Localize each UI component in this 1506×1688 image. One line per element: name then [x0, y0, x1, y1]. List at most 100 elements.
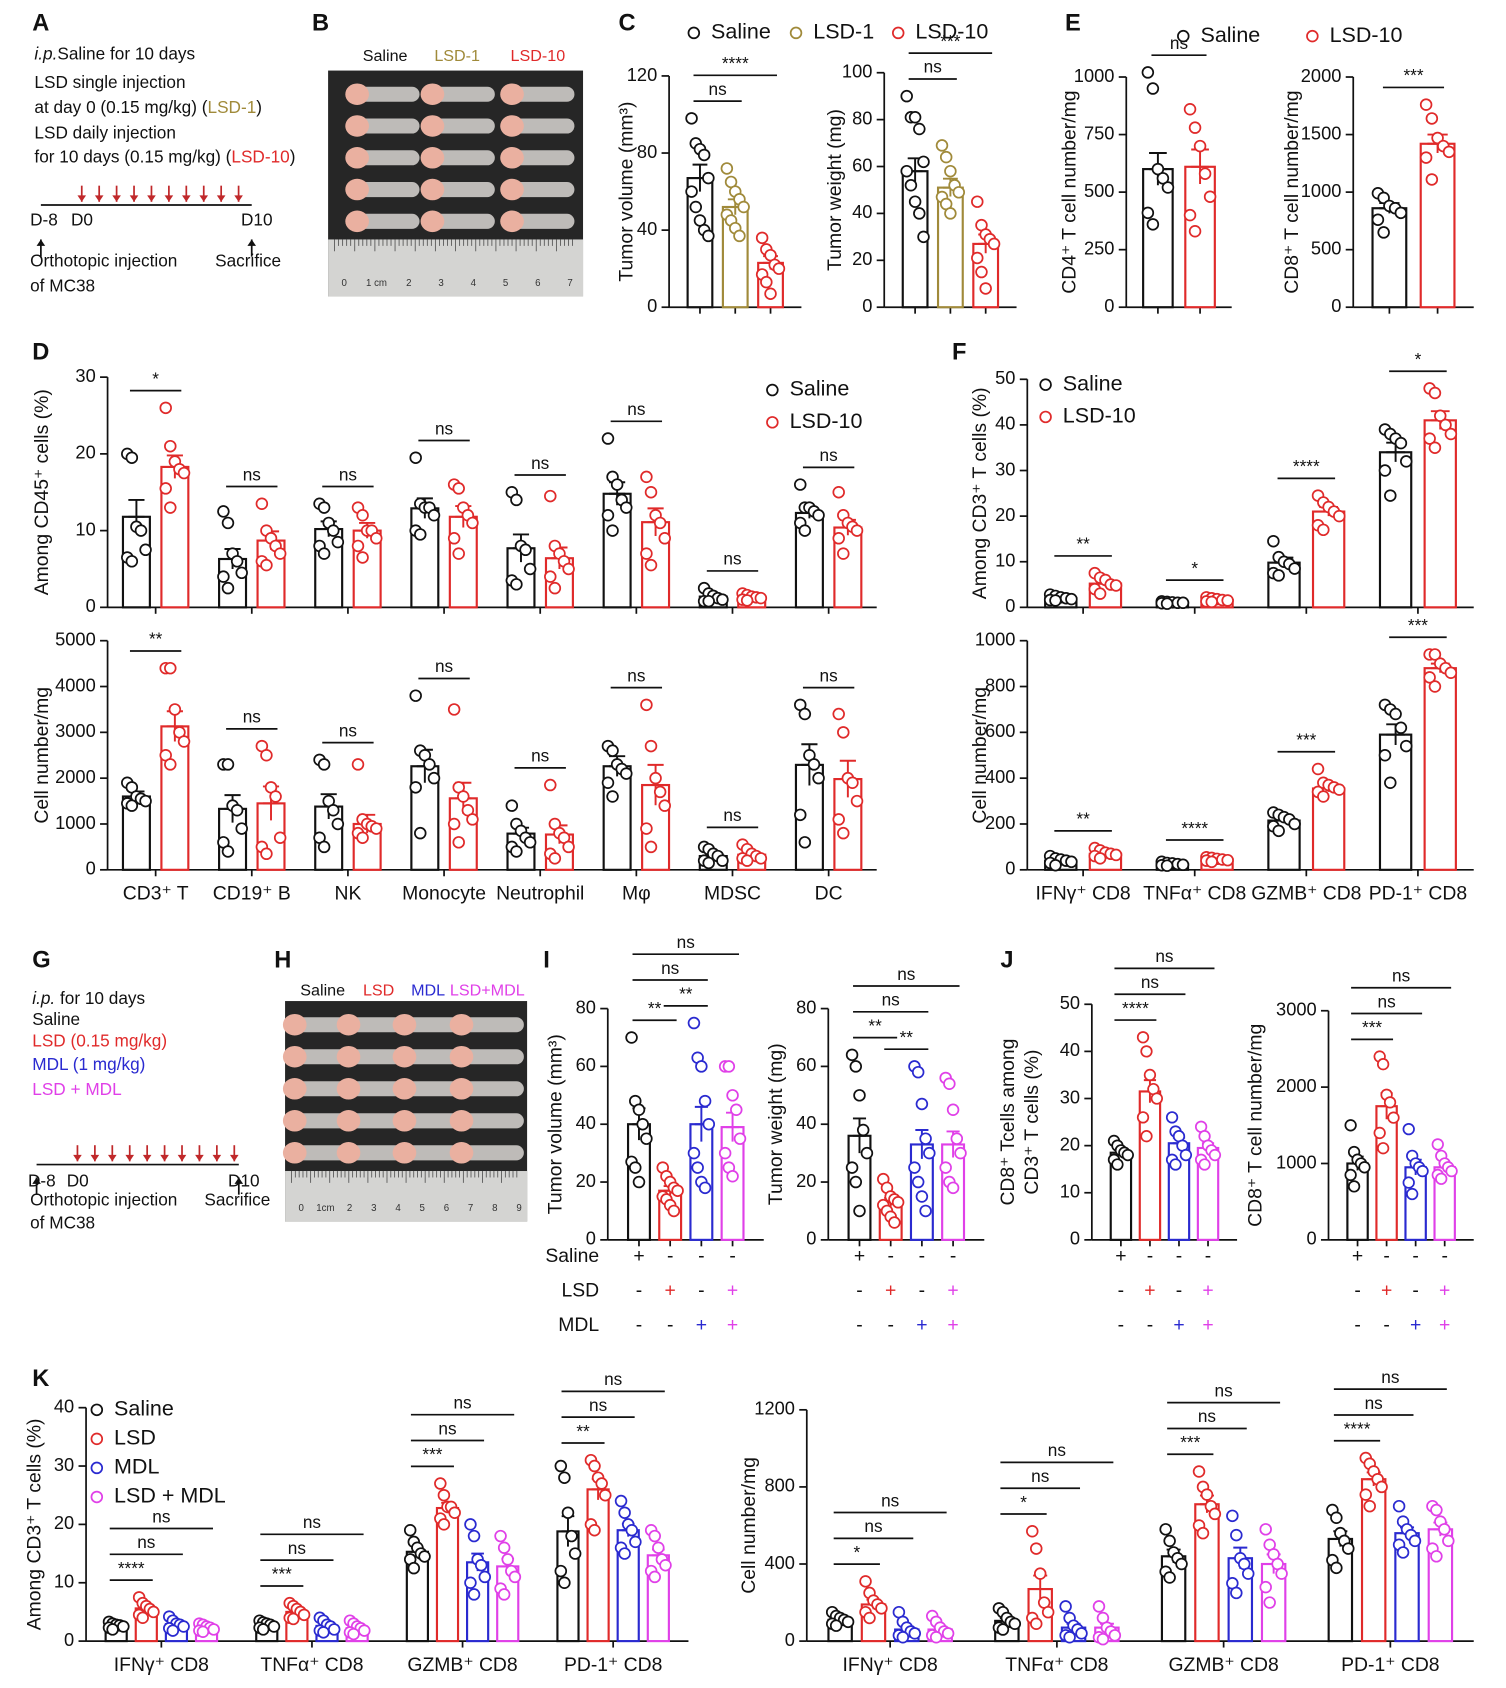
- data-point: [1188, 121, 1202, 134]
- data-point: [1111, 1158, 1124, 1171]
- data-point: [466, 813, 479, 826]
- tumor-head: [420, 147, 445, 169]
- data-point: [1402, 1176, 1415, 1189]
- data-point: [772, 262, 786, 275]
- tumor-head: [282, 1142, 307, 1164]
- tumor-head: [392, 1013, 417, 1036]
- data-point: [755, 231, 769, 245]
- schematic-text: i.p.: [34, 43, 57, 63]
- arrow-head: [142, 1154, 152, 1162]
- panel-label: G: [32, 948, 50, 974]
- y-tick-label: 40: [995, 413, 1015, 434]
- significance-label: ***: [1296, 730, 1316, 750]
- tumor: [457, 1113, 524, 1129]
- significance-label: **: [1076, 534, 1090, 554]
- data-point: [1033, 1567, 1047, 1580]
- y-tick-label: 60: [852, 154, 872, 175]
- data-point: [505, 799, 519, 812]
- data-point: [1363, 1499, 1376, 1513]
- tumor: [428, 86, 495, 102]
- y-tick-label: 800: [764, 1475, 794, 1496]
- y-tick-label: 0: [1104, 295, 1114, 316]
- x-tick-label: Neutrophil: [496, 883, 584, 905]
- data-point: [1193, 139, 1207, 153]
- condition-sign: +: [1202, 1314, 1213, 1336]
- data-point: [1136, 1111, 1150, 1124]
- data-point: [950, 1132, 964, 1145]
- arrow-head: [94, 195, 104, 202]
- significance-label: **: [1076, 809, 1090, 829]
- significance-label: ns: [627, 665, 645, 685]
- data-point: [911, 1065, 925, 1079]
- data-point: [1208, 1148, 1222, 1162]
- legend-marker: [766, 416, 779, 429]
- data-point: [437, 1518, 451, 1531]
- tumor: [457, 1017, 524, 1033]
- data-point: [1267, 534, 1280, 548]
- x-tick-label: GZMB⁺ CD8: [407, 1654, 517, 1676]
- data-point: [297, 1608, 311, 1622]
- data-point: [414, 826, 427, 840]
- data-point: [1221, 853, 1234, 867]
- data-point: [695, 1060, 708, 1073]
- legend-label: LSD-10: [1330, 23, 1403, 47]
- condition-sign: +: [1352, 1245, 1363, 1267]
- ruler-label: 7: [468, 1203, 473, 1214]
- tumor: [400, 1113, 467, 1129]
- data-point: [900, 89, 913, 103]
- y-tick-label: 40: [637, 218, 657, 239]
- photo-label: LSD: [363, 982, 394, 1000]
- data-point: [913, 207, 926, 220]
- schematic-text: Saline for 10 days: [57, 43, 195, 63]
- y-tick-label: 0: [1005, 858, 1015, 879]
- significance-label: ***: [1403, 65, 1423, 85]
- data-point: [908, 195, 922, 208]
- significance-label: ****: [1122, 998, 1149, 1018]
- significance-label: **: [679, 984, 693, 1004]
- data-point: [649, 771, 662, 785]
- significance-label: ns: [589, 1395, 607, 1415]
- data-point: [913, 122, 926, 136]
- condition-sign: +: [727, 1280, 738, 1302]
- data-point: [1188, 225, 1202, 238]
- data-point: [1163, 1534, 1176, 1548]
- data-point: [601, 509, 615, 522]
- data-point: [1041, 1605, 1055, 1619]
- data-point: [501, 1553, 514, 1566]
- data-point: [1140, 1130, 1153, 1143]
- data-point: [614, 1494, 628, 1508]
- timeline-label: Orthotopic injection: [30, 251, 177, 271]
- data-point: [702, 1117, 716, 1131]
- y-tick-label: 20: [995, 504, 1015, 525]
- panel-label: H: [274, 948, 291, 974]
- ruler-label: 8: [492, 1203, 497, 1214]
- significance-label: **: [900, 1027, 914, 1047]
- data-point: [1183, 103, 1197, 116]
- data-point: [636, 1117, 649, 1131]
- y-axis-label: Among CD45⁺ cells (%): [31, 389, 53, 595]
- data-point: [164, 501, 177, 514]
- data-point: [1169, 1158, 1182, 1171]
- data-point: [327, 524, 340, 537]
- data-point: [1428, 386, 1442, 400]
- x-tick-label: CD19⁺ B: [213, 883, 291, 905]
- schematic-text: ): [290, 146, 296, 166]
- data-point: [1192, 1465, 1206, 1478]
- tumor-head: [282, 1078, 307, 1100]
- y-axis-label: Cell number/mg: [31, 687, 53, 824]
- legend-label: Saline: [790, 377, 850, 401]
- data-point: [1151, 162, 1165, 176]
- y-tick-label: 0: [1070, 1228, 1080, 1249]
- significance-label: ***: [422, 1444, 442, 1464]
- data-point: [1431, 1138, 1444, 1151]
- data-point: [845, 1048, 859, 1062]
- y-axis-label: CD8⁺ T cell number/mg: [1281, 91, 1303, 294]
- data-point: [754, 591, 768, 605]
- data-point: [1146, 82, 1160, 95]
- tumor: [428, 150, 495, 166]
- data-point: [164, 439, 177, 453]
- data-point: [629, 1161, 642, 1174]
- significance-label: ns: [864, 1516, 882, 1536]
- tumor: [507, 182, 575, 198]
- data-point: [561, 1506, 575, 1519]
